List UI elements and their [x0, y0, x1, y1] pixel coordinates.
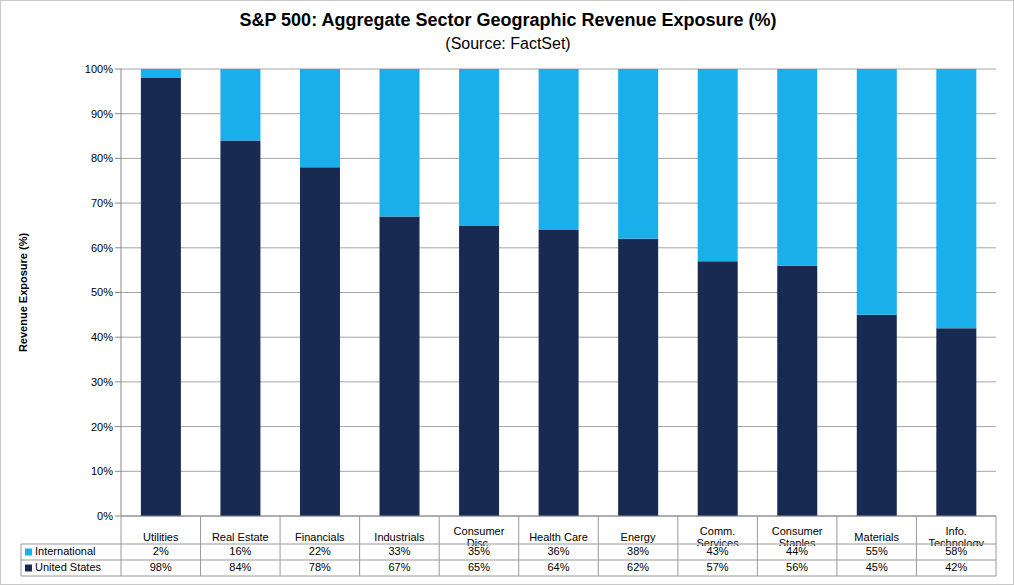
svg-text:Consumer: Consumer — [772, 525, 823, 537]
svg-text:Health Care: Health Care — [529, 531, 588, 543]
svg-text:Consumer: Consumer — [454, 525, 505, 537]
html-text:S&P 500: Aggregate Sector Geog: S&P 500: Aggregate Sector Geographic Rev… — [239, 10, 777, 30]
svg-text:67%: 67% — [388, 561, 410, 573]
svg-text:2%: 2% — [153, 545, 169, 557]
svg-text:20%: 20% — [91, 421, 113, 433]
svg-text:Real Estate: Real Estate — [212, 531, 269, 543]
svg-text:Utilities: Utilities — [143, 531, 179, 543]
html-text:(Source: FactSet): (Source: FactSet) — [445, 35, 571, 52]
svg-text:62%: 62% — [627, 561, 649, 573]
svg-text:Comm.: Comm. — [700, 525, 735, 537]
svg-text:55%: 55% — [866, 545, 888, 557]
svg-text:70%: 70% — [91, 197, 113, 209]
svg-text:Staples: Staples — [779, 537, 816, 546]
svg-text:50%: 50% — [91, 286, 113, 298]
svg-text:Info.: Info. — [946, 525, 967, 537]
svg-text:64%: 64% — [547, 561, 569, 573]
svg-text:65%: 65% — [468, 561, 490, 573]
svg-text:40%: 40% — [91, 331, 113, 343]
svg-text:57%: 57% — [707, 561, 729, 573]
svg-text:16%: 16% — [229, 545, 251, 557]
svg-text:44%: 44% — [786, 545, 808, 557]
svg-text:60%: 60% — [91, 242, 113, 254]
svg-text:Energy: Energy — [621, 531, 656, 543]
svg-text:90%: 90% — [91, 108, 113, 120]
svg-text:22%: 22% — [309, 545, 331, 557]
svg-text:United States: United States — [35, 561, 102, 573]
svg-text:56%: 56% — [786, 561, 808, 573]
svg-text:30%: 30% — [91, 376, 113, 388]
svg-text:Materials: Materials — [854, 531, 899, 543]
svg-text:Services: Services — [696, 537, 739, 546]
svg-text:Financials: Financials — [295, 531, 345, 543]
svg-text:42%: 42% — [945, 561, 967, 573]
svg-text:100%: 100% — [85, 63, 113, 75]
svg-text:36%: 36% — [547, 545, 569, 557]
svg-text:Industrials: Industrials — [374, 531, 425, 543]
svg-text:Disc.: Disc. — [467, 537, 491, 546]
svg-text:35%: 35% — [468, 545, 490, 557]
svg-text:45%: 45% — [866, 561, 888, 573]
svg-text:Technology: Technology — [928, 537, 984, 546]
svg-text:International: International — [35, 545, 96, 557]
svg-text:80%: 80% — [91, 152, 113, 164]
svg-text:98%: 98% — [150, 561, 172, 573]
svg-text:Revenue Exposure (%): Revenue Exposure (%) — [17, 233, 29, 353]
svg-text:78%: 78% — [309, 561, 331, 573]
svg-text:0%: 0% — [97, 510, 113, 522]
svg-text:38%: 38% — [627, 545, 649, 557]
svg-text:10%: 10% — [91, 465, 113, 477]
svg-text:43%: 43% — [707, 545, 729, 557]
svg-text:84%: 84% — [229, 561, 251, 573]
svg-text:33%: 33% — [388, 545, 410, 557]
svg-text:58%: 58% — [945, 545, 967, 557]
